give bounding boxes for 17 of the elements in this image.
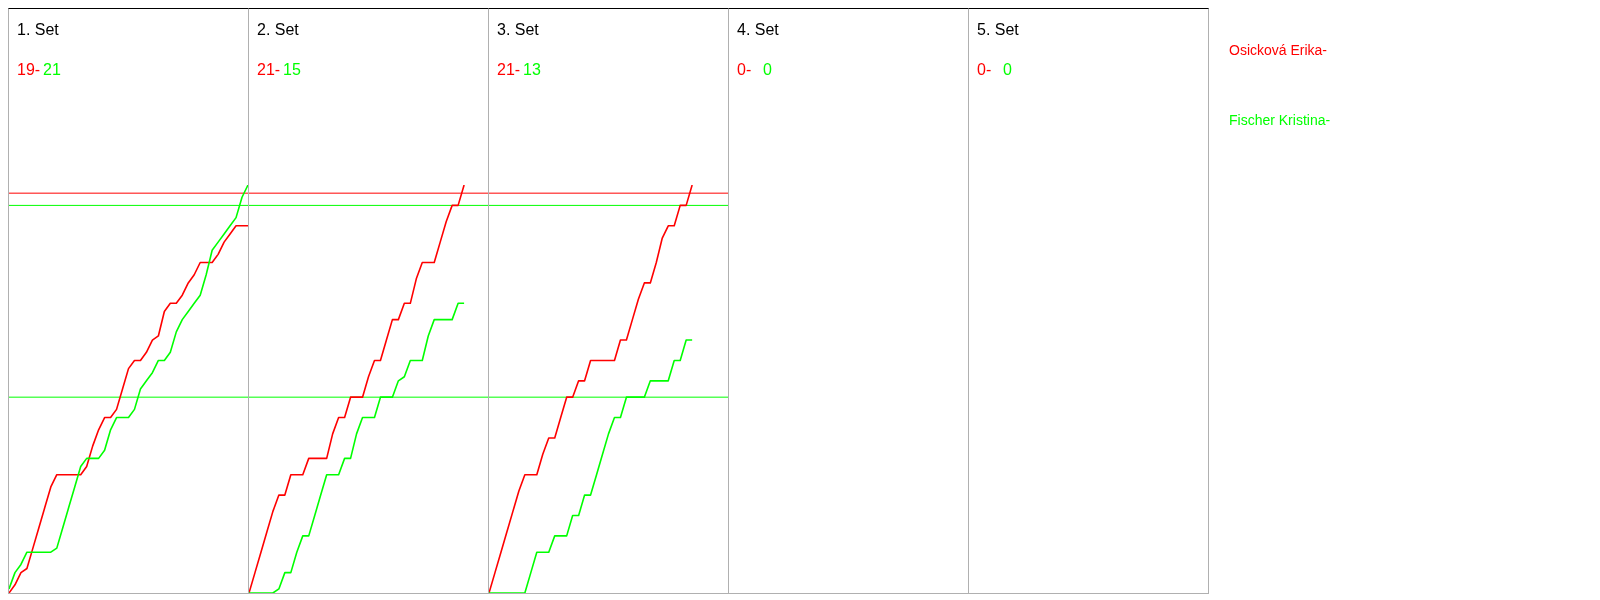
text: Osicková Erika- [1229,42,1329,60]
chart-title: 3. Set [497,21,539,39]
text: Fischer Kristina- [1229,112,1331,130]
text: 4. Set [737,21,779,39]
chart-title: 2. Set [257,21,299,39]
text: 0- [737,61,753,79]
text: 13 [523,61,541,79]
text: 21- [257,61,282,79]
text: 15 [283,61,301,79]
text: 19- [17,61,42,79]
text: 21- [497,61,522,79]
text: 5. Set [977,21,1019,39]
text: 0 [763,61,772,79]
chart-title: 1. Set [17,21,59,39]
text: 21 [43,61,61,79]
text: 0 [1003,61,1012,79]
text: 0- [977,61,993,79]
